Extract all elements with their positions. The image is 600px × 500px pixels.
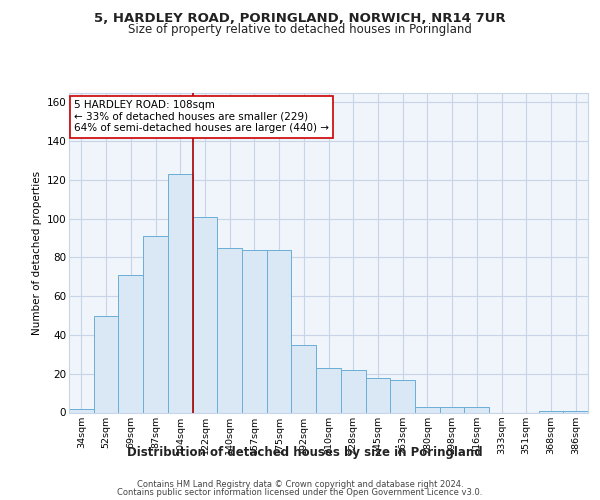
Bar [242, 250, 267, 412]
Bar [143, 236, 168, 412]
Text: Distribution of detached houses by size in Poringland: Distribution of detached houses by size … [127, 446, 482, 459]
Bar [168, 174, 193, 412]
Bar [539, 410, 563, 412]
Bar [341, 370, 365, 412]
Bar [118, 275, 143, 412]
Text: Contains public sector information licensed under the Open Government Licence v3: Contains public sector information licen… [118, 488, 482, 497]
Text: 5, HARDLEY ROAD, PORINGLAND, NORWICH, NR14 7UR: 5, HARDLEY ROAD, PORINGLAND, NORWICH, NR… [94, 12, 506, 26]
Bar [292, 344, 316, 412]
Bar [464, 406, 489, 412]
Bar [217, 248, 242, 412]
Bar [267, 250, 292, 412]
Bar [69, 408, 94, 412]
Text: Contains HM Land Registry data © Crown copyright and database right 2024.: Contains HM Land Registry data © Crown c… [137, 480, 463, 489]
Bar [390, 380, 415, 412]
Bar [94, 316, 118, 412]
Bar [415, 406, 440, 412]
Text: Size of property relative to detached houses in Poringland: Size of property relative to detached ho… [128, 22, 472, 36]
Y-axis label: Number of detached properties: Number of detached properties [32, 170, 43, 334]
Bar [365, 378, 390, 412]
Bar [440, 406, 464, 412]
Bar [563, 410, 588, 412]
Bar [193, 216, 217, 412]
Text: 5 HARDLEY ROAD: 108sqm
← 33% of detached houses are smaller (229)
64% of semi-de: 5 HARDLEY ROAD: 108sqm ← 33% of detached… [74, 100, 329, 134]
Bar [316, 368, 341, 412]
